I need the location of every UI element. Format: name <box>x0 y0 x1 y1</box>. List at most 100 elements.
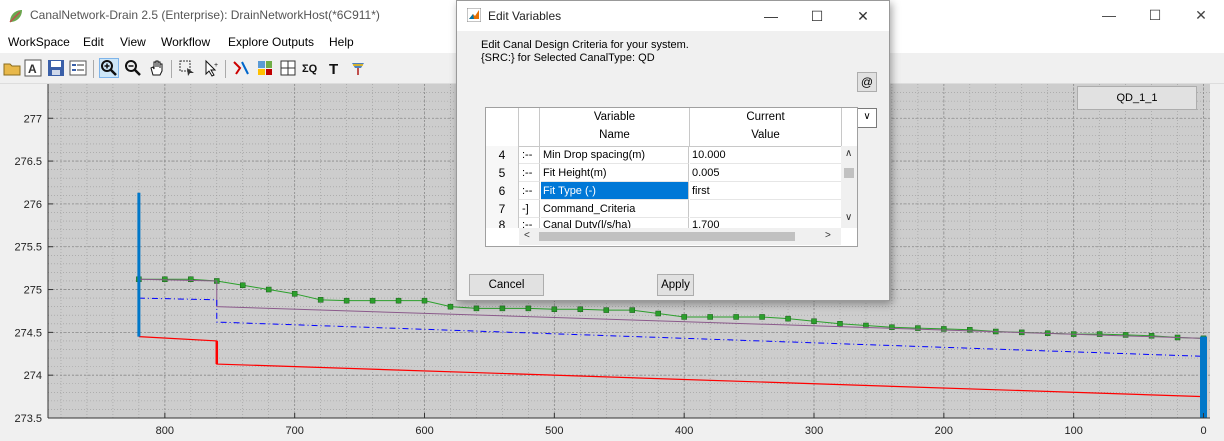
window-title: CanalNetwork-Drain 2.5 (Enterprise): Dra… <box>30 8 380 22</box>
variable-name[interactable]: Canal Duty(l/s/ha) <box>541 218 689 228</box>
header-value-line2: Value <box>751 129 780 141</box>
variable-value[interactable]: 1.700 <box>690 218 841 228</box>
row-number: 7 <box>486 200 519 219</box>
apply-button[interactable]: Apply <box>657 274 694 296</box>
series-point <box>941 326 947 332</box>
save-icon[interactable] <box>47 59 65 77</box>
x-tick-label: 700 <box>286 425 304 437</box>
y-tick-label: 276 <box>24 199 42 211</box>
x-tick-label: 600 <box>415 425 433 437</box>
dialog-close-button[interactable]: ✕ <box>857 8 869 24</box>
variable-name[interactable]: Fit Type (-) <box>541 182 689 200</box>
scroll-up-icon[interactable]: ∧ <box>845 148 853 159</box>
qd-series-button[interactable]: QD_1_1 <box>1077 86 1197 110</box>
menu-workflow[interactable]: Workflow <box>161 35 211 49</box>
pan-hand-icon[interactable] <box>148 59 166 77</box>
table-row[interactable]: 7 -] Command_Criteria <box>486 200 841 219</box>
close-button[interactable]: ✕ <box>1195 7 1207 23</box>
chart-ticks: 800 700 600 500 400 300 200 100 0 277 276.5 276 275.… <box>14 84 1210 437</box>
minimize-button[interactable]: — <box>1102 7 1116 23</box>
variable-value[interactable] <box>690 200 841 218</box>
table-header-name: Variable Name <box>540 108 690 147</box>
scroll-left-icon[interactable]: < <box>524 230 530 241</box>
y-tick-label: 276.5 <box>14 156 42 168</box>
table-header-tree <box>519 108 540 147</box>
grid-icon[interactable] <box>279 59 297 77</box>
sigma-icon[interactable]: ΣQ <box>302 59 320 77</box>
series-point <box>188 276 194 283</box>
select-icon[interactable] <box>178 59 196 77</box>
y-tick-label: 273.5 <box>14 413 42 425</box>
zoom-in-icon[interactable] <box>99 58 119 78</box>
menu-help[interactable]: Help <box>329 35 354 49</box>
maximize-button[interactable]: ☐ <box>1148 7 1162 23</box>
scroll-right-icon[interactable]: > <box>825 230 831 241</box>
row-tree-marker: :-- <box>519 146 540 164</box>
series-point <box>473 305 480 312</box>
x-tick-label: 500 <box>545 425 563 437</box>
menu-edit[interactable]: Edit <box>83 35 104 49</box>
dialog-title: Edit Variables <box>488 9 562 23</box>
at-button[interactable]: @ <box>857 72 877 92</box>
series-point <box>395 297 402 304</box>
x-tick-label: 400 <box>675 425 693 437</box>
horizontal-scroll-thumb[interactable] <box>539 232 795 241</box>
dialog-source-info: {SRC:} for Selected CanalType: QD <box>481 52 655 64</box>
scroll-down-icon[interactable]: ∨ <box>845 212 853 223</box>
table-row[interactable]: 5 :-- Fit Height(m) 0.005 <box>486 164 841 183</box>
variable-name[interactable]: Command_Criteria <box>541 200 689 218</box>
zoom-out-icon[interactable] <box>124 59 142 77</box>
variable-value[interactable]: 10.000 <box>690 146 841 164</box>
header-name-line1: Variable <box>593 111 636 123</box>
series-point <box>317 297 324 303</box>
list-icon[interactable] <box>69 59 87 77</box>
variables-table: Variable Name Current Value 4 :-- Min Dr… <box>485 107 858 247</box>
draw-line-icon[interactable] <box>232 59 250 77</box>
header-value-line1: Current <box>746 111 785 123</box>
menu-workspace[interactable]: WorkSpace <box>8 35 70 49</box>
variable-name[interactable]: Fit Height(m) <box>541 164 689 182</box>
row-tree-marker: :-- <box>519 218 540 228</box>
horizontal-scrollbar[interactable]: < > <box>519 228 841 245</box>
dialog-maximize-button[interactable]: ☐ <box>810 8 824 24</box>
series-point <box>162 276 168 283</box>
series-point <box>1122 332 1129 338</box>
table-row-selected[interactable]: 6 :-- Fit Type (-) first <box>486 182 841 201</box>
brush-icon[interactable] <box>349 59 367 77</box>
leaf-logo-icon <box>9 10 22 23</box>
variable-name[interactable]: Min Drop spacing(m) <box>541 146 689 164</box>
y-tick-label: 275 <box>24 285 42 297</box>
variable-value[interactable]: 0.005 <box>690 164 841 182</box>
series-point <box>239 282 246 289</box>
series-point <box>447 303 454 310</box>
variable-value[interactable]: first <box>690 182 841 200</box>
vertical-scrollbar[interactable]: ∧ ∨ <box>841 146 857 228</box>
x-tick-label: 200 <box>935 425 953 437</box>
pointer-icon[interactable]: + <box>202 59 220 77</box>
series-point <box>759 314 765 320</box>
open-folder-icon[interactable] <box>3 59 21 77</box>
series-point <box>707 314 713 320</box>
series-point <box>525 305 532 312</box>
matlab-logo-icon <box>467 8 481 22</box>
series-point <box>265 286 272 293</box>
font-icon[interactable]: A <box>24 59 42 77</box>
y-tick-label: 274.5 <box>14 327 42 339</box>
menu-explore-outputs[interactable]: Explore Outputs <box>228 35 315 49</box>
calc-icon[interactable] <box>256 59 274 77</box>
x-tick-label: 300 <box>805 425 823 437</box>
dialog-minimize-button[interactable]: — <box>764 8 778 24</box>
series-point <box>967 327 973 333</box>
text-icon[interactable]: T <box>326 59 344 77</box>
dropdown-button[interactable]: ∨ <box>857 108 877 128</box>
menu-view[interactable]: View <box>120 35 146 49</box>
table-row[interactable]: 4 :-- Min Drop spacing(m) 10.000 <box>486 146 841 165</box>
svg-text:ΣQ: ΣQ <box>302 63 318 75</box>
series-point <box>915 325 921 331</box>
table-row[interactable]: 8 :-- Canal Duty(l/s/ha) 1.700 <box>486 218 841 228</box>
row-tree-marker: -] <box>519 200 540 218</box>
vertical-scroll-thumb[interactable] <box>844 168 854 178</box>
table-header-value: Current Value <box>690 108 842 147</box>
row-tree-marker: :-- <box>519 164 540 182</box>
cancel-button[interactable]: Cancel <box>469 274 544 296</box>
